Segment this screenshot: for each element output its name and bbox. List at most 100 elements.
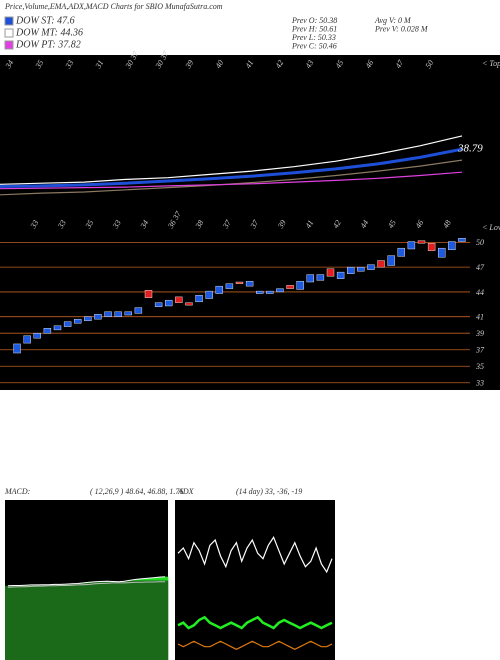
ema-line xyxy=(0,147,463,188)
adx-line xyxy=(177,640,333,650)
date-label: 39 xyxy=(276,218,288,230)
candle xyxy=(266,290,274,294)
macd-bar xyxy=(138,578,146,660)
date-label: 33 xyxy=(28,218,40,230)
macd-bar xyxy=(57,584,64,660)
candle xyxy=(195,295,203,303)
candle xyxy=(175,296,183,303)
stat: Prev L: 50.33 xyxy=(291,33,336,42)
macd-bar xyxy=(156,577,163,660)
macd-bar xyxy=(34,584,41,660)
candle xyxy=(377,260,385,268)
candle xyxy=(407,241,416,250)
candle xyxy=(235,281,244,284)
candle xyxy=(306,274,314,283)
candle xyxy=(104,311,112,317)
y-tick-label: 33 xyxy=(475,379,484,388)
date-label: 42 xyxy=(274,58,286,69)
macd-bar xyxy=(51,584,58,660)
candle xyxy=(205,290,213,299)
candle xyxy=(165,299,173,307)
date-label: 40 xyxy=(214,58,226,69)
candle xyxy=(448,241,456,251)
macd-bar xyxy=(22,585,29,660)
macd-bar xyxy=(74,583,81,660)
macd-bar xyxy=(5,585,12,660)
candle xyxy=(438,247,446,258)
macd-line xyxy=(7,576,166,587)
candle xyxy=(256,290,264,294)
macd-bar xyxy=(115,581,122,660)
macd-label: MACD: xyxy=(4,487,31,496)
page-title: Price,Volume,EMA,ADX,MACD Charts for SBI… xyxy=(4,2,223,11)
ema-line xyxy=(0,135,463,185)
candle xyxy=(336,271,345,279)
date-label: 35 xyxy=(83,218,95,230)
date-label: 43 xyxy=(304,58,316,69)
candle xyxy=(144,290,153,298)
candle xyxy=(215,285,223,294)
candle xyxy=(316,274,325,281)
date-label: 33 xyxy=(56,218,68,230)
candle xyxy=(94,314,102,320)
adx-label: ADX xyxy=(177,487,195,496)
candle xyxy=(23,335,31,344)
y-tick-label: 44 xyxy=(476,288,484,297)
candle xyxy=(185,302,193,306)
macd-bar xyxy=(127,580,134,660)
macd-bar xyxy=(92,581,99,660)
macd-bar xyxy=(63,584,70,660)
price-panel-bg xyxy=(0,55,500,390)
macd-bar xyxy=(69,583,76,660)
adx-line xyxy=(177,536,333,574)
macd-bar xyxy=(39,584,47,660)
legend-label: DOW ST: 47.6 xyxy=(15,15,75,26)
candle xyxy=(53,325,62,331)
macd-bar xyxy=(109,581,116,660)
date-label: 34 xyxy=(3,58,15,70)
date-label: 50 xyxy=(424,58,436,69)
candle xyxy=(458,238,466,242)
candle xyxy=(245,280,254,287)
candle xyxy=(387,255,395,266)
date-label: 42 xyxy=(331,218,343,229)
last-value: 38.79 xyxy=(457,143,483,155)
y-tick-label: 35 xyxy=(475,362,484,371)
date-label: 41 xyxy=(304,218,316,229)
legend-label: DOW MT: 44.36 xyxy=(15,27,83,38)
stat: Prev H: 50.61 xyxy=(291,24,337,33)
candle xyxy=(427,243,436,251)
macd-bar xyxy=(162,576,169,660)
y-tick-label: 50 xyxy=(476,238,484,247)
candle xyxy=(326,268,335,277)
stat: Prev O: 50.38 xyxy=(291,16,337,25)
date-label: 33 xyxy=(111,218,123,230)
date-label: 46 xyxy=(364,58,376,69)
date-label: 38 xyxy=(193,218,205,230)
candle xyxy=(33,333,41,339)
candle xyxy=(154,302,163,307)
adx-panel-bg xyxy=(175,500,335,660)
candle xyxy=(276,288,284,293)
date-label: 39 xyxy=(183,58,195,70)
macd-bar xyxy=(144,578,151,660)
tops-label: < Tops xyxy=(482,59,500,68)
candle xyxy=(397,247,405,257)
candle xyxy=(286,285,294,289)
macd-bar xyxy=(16,585,23,660)
candle xyxy=(114,311,122,317)
macd-params: ( 12,26,9 ) 48.64, 46.88, 1.76 xyxy=(90,487,183,496)
candle xyxy=(124,311,132,316)
date-label: 45 xyxy=(386,218,398,229)
y-tick-label: 41 xyxy=(476,313,484,322)
candle xyxy=(43,328,52,334)
macd-bar xyxy=(103,581,111,660)
date-label: 35 xyxy=(33,58,45,70)
date-label: 33 xyxy=(63,58,75,70)
y-tick-label: 37 xyxy=(475,346,485,355)
macd-bar xyxy=(80,582,87,660)
macd-bar xyxy=(45,584,52,660)
macd-bar xyxy=(98,581,105,660)
stat: Avg V: 0 M xyxy=(374,16,412,25)
candle xyxy=(417,240,426,244)
